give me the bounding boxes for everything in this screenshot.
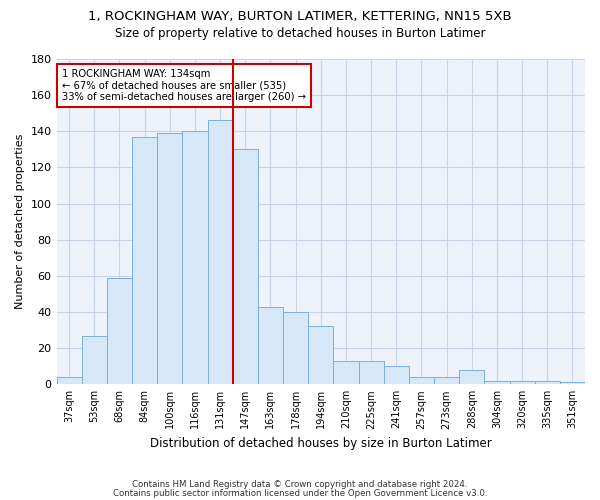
Bar	[157, 133, 182, 384]
Bar	[434, 377, 459, 384]
Bar	[233, 150, 258, 384]
X-axis label: Distribution of detached houses by size in Burton Latimer: Distribution of detached houses by size …	[150, 437, 491, 450]
Bar	[283, 312, 308, 384]
Y-axis label: Number of detached properties: Number of detached properties	[15, 134, 25, 310]
Text: Contains HM Land Registry data © Crown copyright and database right 2024.: Contains HM Land Registry data © Crown c…	[132, 480, 468, 489]
Bar	[258, 306, 283, 384]
Bar	[560, 382, 585, 384]
Text: 1 ROCKINGHAM WAY: 134sqm
← 67% of detached houses are smaller (535)
33% of semi-: 1 ROCKINGHAM WAY: 134sqm ← 67% of detach…	[62, 69, 306, 102]
Bar	[459, 370, 484, 384]
Bar	[82, 336, 107, 384]
Text: 1, ROCKINGHAM WAY, BURTON LATIMER, KETTERING, NN15 5XB: 1, ROCKINGHAM WAY, BURTON LATIMER, KETTE…	[88, 10, 512, 23]
Bar	[484, 380, 509, 384]
Text: Contains public sector information licensed under the Open Government Licence v3: Contains public sector information licen…	[113, 488, 487, 498]
Bar	[383, 366, 409, 384]
Bar	[409, 377, 434, 384]
Bar	[132, 136, 157, 384]
Bar	[509, 380, 535, 384]
Bar	[359, 361, 383, 384]
Bar	[208, 120, 233, 384]
Bar	[56, 377, 82, 384]
Bar	[308, 326, 334, 384]
Bar	[182, 132, 208, 384]
Bar	[107, 278, 132, 384]
Text: Size of property relative to detached houses in Burton Latimer: Size of property relative to detached ho…	[115, 28, 485, 40]
Bar	[535, 380, 560, 384]
Bar	[334, 361, 359, 384]
